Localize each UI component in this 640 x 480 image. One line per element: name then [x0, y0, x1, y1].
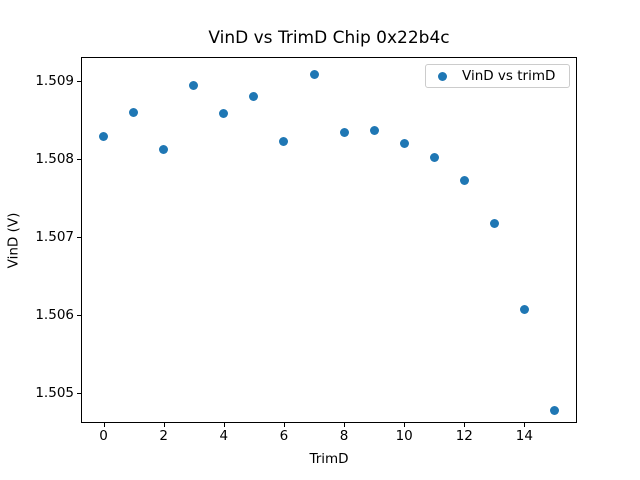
x-axis-tick: [283, 423, 285, 427]
y-axis-tick: [77, 237, 81, 238]
x-axis-tick-label: 2: [159, 428, 168, 444]
data-point: [369, 126, 379, 136]
x-axis-tick: [404, 423, 406, 427]
data-point: [159, 145, 169, 155]
x-axis-tick-label: 14: [515, 428, 533, 444]
data-point: [339, 128, 349, 137]
x-axis-tick-label: 4: [219, 428, 229, 444]
data-point: [519, 305, 529, 314]
x-axis-tick: [524, 423, 526, 427]
y-axis-tick-label: 1.505: [35, 385, 74, 401]
data-point: [459, 176, 469, 186]
data-point: [489, 219, 499, 229]
x-axis-tick: [103, 423, 105, 427]
y-axis-tick-label: 1.507: [35, 229, 74, 245]
chart-title: VinD vs TrimD Chip 0x22b4c: [208, 28, 450, 48]
x-axis-tick-label: 12: [455, 428, 473, 444]
x-axis-tick: [344, 423, 345, 427]
y-axis-tick: [77, 393, 81, 394]
data-point: [550, 405, 559, 415]
data-point: [189, 81, 199, 91]
legend-label: VinD vs trimD: [462, 68, 556, 84]
plot-area: [81, 57, 577, 423]
x-axis-tick: [464, 423, 466, 427]
data-point: [249, 92, 259, 102]
y-axis-tick: [77, 315, 81, 316]
y-axis-tick-label: 1.506: [35, 307, 74, 323]
x-axis-tick-label: 10: [395, 428, 413, 444]
data-point: [219, 108, 229, 118]
x-axis-tick-label: 6: [279, 428, 289, 444]
x-axis-tick: [163, 423, 165, 427]
y-axis-tick: [77, 81, 81, 82]
x-axis-tick-label: 0: [99, 428, 108, 444]
data-point: [99, 131, 108, 141]
data-point: [399, 138, 409, 148]
data-point: [309, 69, 319, 79]
x-axis-label: TrimD: [309, 451, 349, 467]
data-point: [279, 136, 289, 146]
data-point: [429, 152, 439, 162]
x-axis-tick: [223, 423, 225, 427]
y-axis-tick-label: 1.509: [35, 73, 74, 89]
data-point: [129, 107, 139, 117]
y-axis-tick: [77, 159, 81, 160]
legend-marker-icon: [438, 71, 447, 81]
y-axis-tick-label: 1.508: [35, 151, 74, 167]
x-axis-tick-label: 8: [339, 428, 349, 444]
y-axis-label: VinD (V): [5, 212, 22, 269]
legend: VinD vs trimD: [425, 64, 570, 88]
